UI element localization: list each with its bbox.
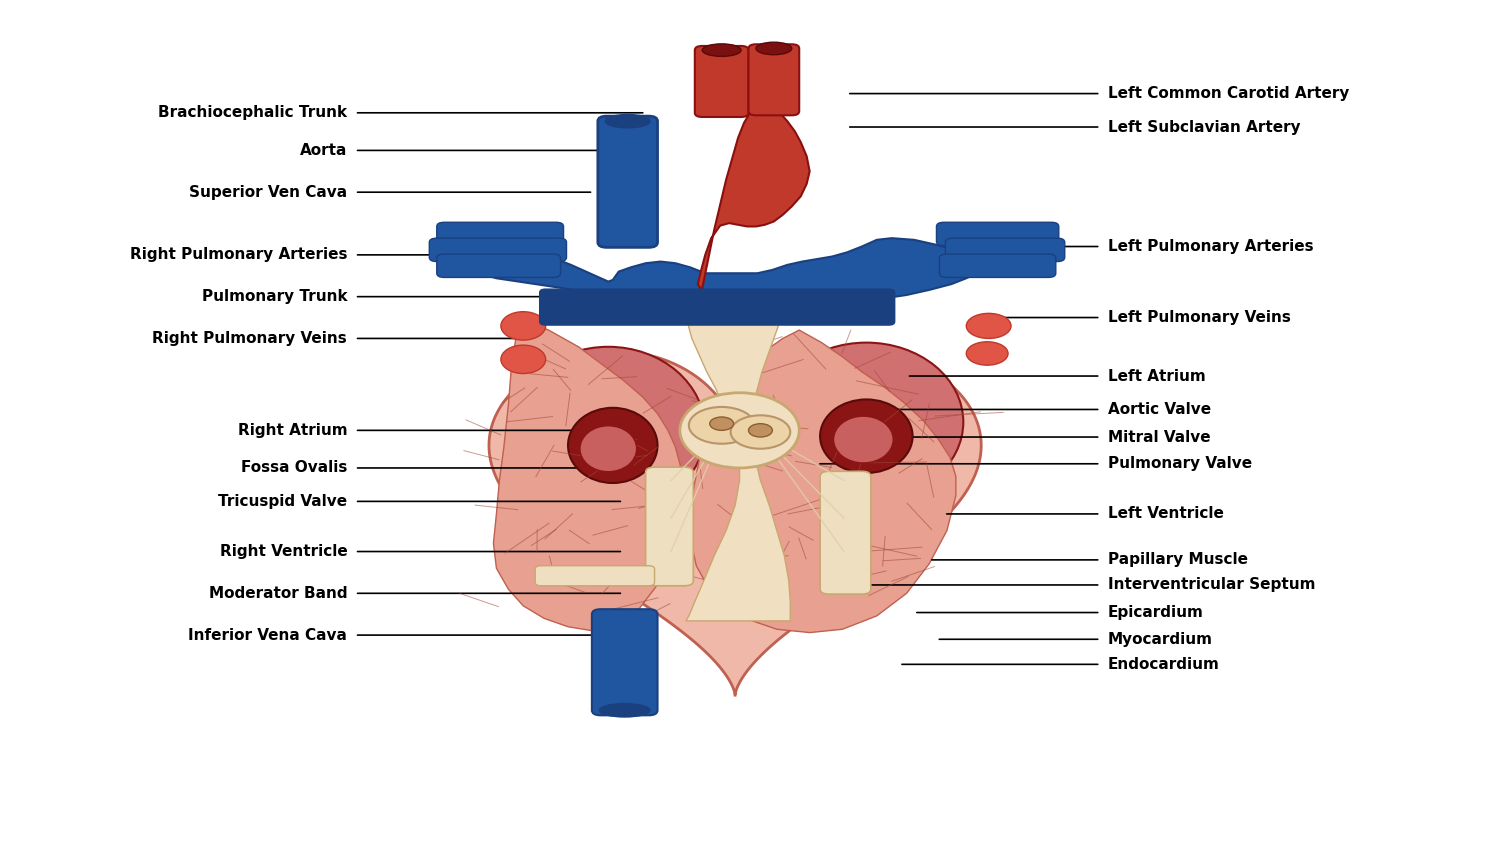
Polygon shape (444, 238, 992, 317)
Polygon shape (698, 103, 810, 289)
Ellipse shape (501, 345, 546, 374)
Ellipse shape (821, 399, 912, 473)
Text: Moderator Band: Moderator Band (209, 586, 346, 601)
Text: Left Subclavian Artery: Left Subclavian Artery (1108, 120, 1300, 134)
FancyBboxPatch shape (748, 44, 800, 116)
FancyBboxPatch shape (429, 238, 567, 262)
Text: Superior Ven Cava: Superior Ven Cava (189, 185, 346, 200)
Polygon shape (489, 351, 981, 695)
FancyBboxPatch shape (939, 254, 1056, 278)
Ellipse shape (501, 311, 546, 340)
Ellipse shape (568, 408, 657, 483)
Text: Right Ventricle: Right Ventricle (219, 544, 346, 559)
Text: Pulmonary Valve: Pulmonary Valve (1108, 457, 1252, 471)
FancyBboxPatch shape (645, 467, 693, 586)
Text: Aorta: Aorta (300, 143, 346, 158)
Text: Right Pulmonary Veins: Right Pulmonary Veins (153, 331, 346, 346)
Ellipse shape (580, 425, 636, 472)
Text: Papillary Muscle: Papillary Muscle (1108, 552, 1248, 567)
FancyBboxPatch shape (436, 254, 561, 278)
FancyBboxPatch shape (598, 116, 657, 247)
Circle shape (730, 415, 790, 449)
Ellipse shape (512, 347, 705, 514)
Ellipse shape (966, 342, 1008, 365)
Ellipse shape (966, 313, 1011, 338)
FancyBboxPatch shape (592, 609, 657, 716)
Ellipse shape (680, 392, 800, 468)
Ellipse shape (834, 416, 892, 463)
FancyBboxPatch shape (540, 289, 894, 325)
Text: Left Ventricle: Left Ventricle (1108, 506, 1224, 522)
Ellipse shape (702, 44, 741, 57)
Text: Left Common Carotid Artery: Left Common Carotid Artery (1108, 86, 1350, 101)
Text: Endocardium: Endocardium (1108, 657, 1220, 672)
Text: Myocardium: Myocardium (1108, 632, 1214, 647)
Ellipse shape (756, 42, 792, 55)
FancyBboxPatch shape (945, 238, 1065, 262)
Text: Tricuspid Valve: Tricuspid Valve (217, 494, 346, 509)
Ellipse shape (770, 343, 963, 501)
Text: Inferior Vena Cava: Inferior Vena Cava (189, 628, 346, 642)
Polygon shape (494, 317, 682, 631)
Ellipse shape (606, 115, 650, 127)
FancyBboxPatch shape (536, 565, 654, 586)
FancyBboxPatch shape (821, 471, 872, 594)
Circle shape (688, 407, 754, 444)
Polygon shape (686, 322, 790, 621)
Polygon shape (690, 330, 956, 633)
Text: Right Pulmonary Arteries: Right Pulmonary Arteries (129, 247, 346, 262)
Text: Left Pulmonary Arteries: Left Pulmonary Arteries (1108, 239, 1314, 254)
Ellipse shape (600, 704, 650, 717)
Text: Left Atrium: Left Atrium (1108, 369, 1206, 383)
Text: Interventricular Septum: Interventricular Septum (1108, 577, 1316, 592)
FancyBboxPatch shape (694, 46, 748, 117)
Circle shape (748, 424, 772, 437)
Text: Right Atrium: Right Atrium (237, 423, 346, 438)
FancyBboxPatch shape (936, 222, 1059, 246)
Circle shape (710, 417, 734, 430)
Text: Fossa Ovalis: Fossa Ovalis (242, 461, 346, 475)
Text: Pulmonary Trunk: Pulmonary Trunk (201, 289, 346, 304)
Text: Left Pulmonary Veins: Left Pulmonary Veins (1108, 310, 1292, 325)
Text: Mitral Valve: Mitral Valve (1108, 430, 1210, 445)
Text: Brachiocephalic Trunk: Brachiocephalic Trunk (158, 106, 346, 121)
Text: Aortic Valve: Aortic Valve (1108, 402, 1210, 417)
Text: Epicardium: Epicardium (1108, 605, 1204, 620)
FancyBboxPatch shape (436, 222, 564, 246)
